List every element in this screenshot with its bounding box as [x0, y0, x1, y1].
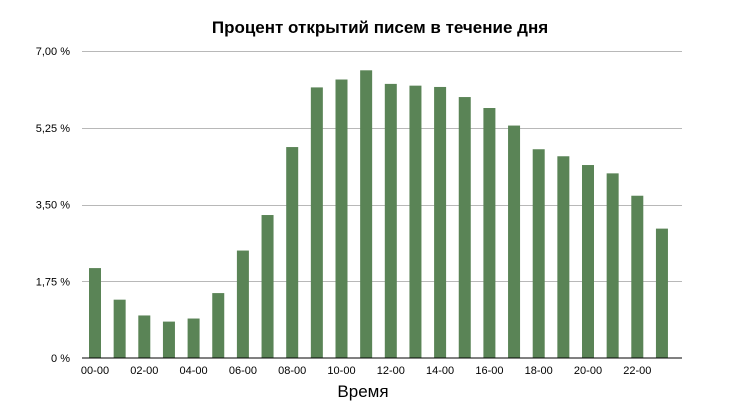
- bar-21-00: [606, 173, 619, 358]
- x-tick-label: 12-00: [377, 365, 405, 377]
- x-tick-label: 16-00: [475, 365, 503, 377]
- bar-16-00: [483, 108, 496, 358]
- bar-04-00: [187, 318, 200, 358]
- x-tick-label: 20-00: [574, 365, 602, 377]
- chart-title: Процент открытий писем в течение дня: [212, 18, 548, 37]
- bar-08-00: [286, 147, 299, 358]
- bar-00-00: [89, 268, 101, 358]
- x-axis-title: Время: [337, 382, 388, 401]
- bar-11-00: [360, 70, 373, 359]
- bar-18-00: [532, 149, 545, 358]
- bar-09-00: [310, 87, 323, 359]
- y-tick-label: 0 %: [51, 353, 70, 365]
- bar-05-00: [212, 293, 225, 358]
- x-axis-ticks: 00-00 02-00 04-00 06-00 08-00 10-00 12-00 14-00…: [81, 365, 651, 377]
- bar-14-00: [434, 86, 447, 359]
- x-tick-label: 02-00: [130, 365, 158, 377]
- y-axis-ticks: 0 % 1,75 % 3,50 % 5,25 % 7,00 %: [36, 46, 70, 365]
- x-tick-label: 18-00: [525, 365, 553, 377]
- bars: [89, 70, 668, 359]
- bar-13-00: [409, 85, 422, 359]
- x-tick-label: 22-00: [623, 365, 651, 377]
- bar-12-00: [384, 83, 397, 358]
- x-tick-label: 00-00: [81, 365, 109, 377]
- x-tick-label: 06-00: [229, 365, 257, 377]
- y-tick-label: 3,50 %: [36, 200, 70, 212]
- x-tick-label: 10-00: [327, 365, 355, 377]
- y-tick-label: 5,25 %: [36, 123, 70, 135]
- bar-23-00: [655, 228, 668, 358]
- bar-02-00: [138, 315, 151, 358]
- bar-20-00: [582, 165, 594, 358]
- y-tick-label: 7,00 %: [36, 46, 70, 58]
- y-tick-label: 1,75 %: [36, 276, 70, 288]
- bar-10-00: [335, 79, 348, 358]
- bar-19-00: [557, 156, 570, 358]
- bar-22-00: [631, 195, 644, 358]
- x-tick-label: 04-00: [180, 365, 208, 377]
- bar-07-00: [261, 215, 274, 358]
- x-tick-label: 08-00: [278, 365, 306, 377]
- x-tick-label: 14-00: [426, 365, 454, 377]
- bar-17-00: [508, 125, 521, 358]
- bar-15-00: [458, 97, 471, 359]
- bar-01-00: [113, 299, 126, 358]
- bar-03-00: [162, 321, 175, 358]
- bar-06-00: [236, 250, 249, 358]
